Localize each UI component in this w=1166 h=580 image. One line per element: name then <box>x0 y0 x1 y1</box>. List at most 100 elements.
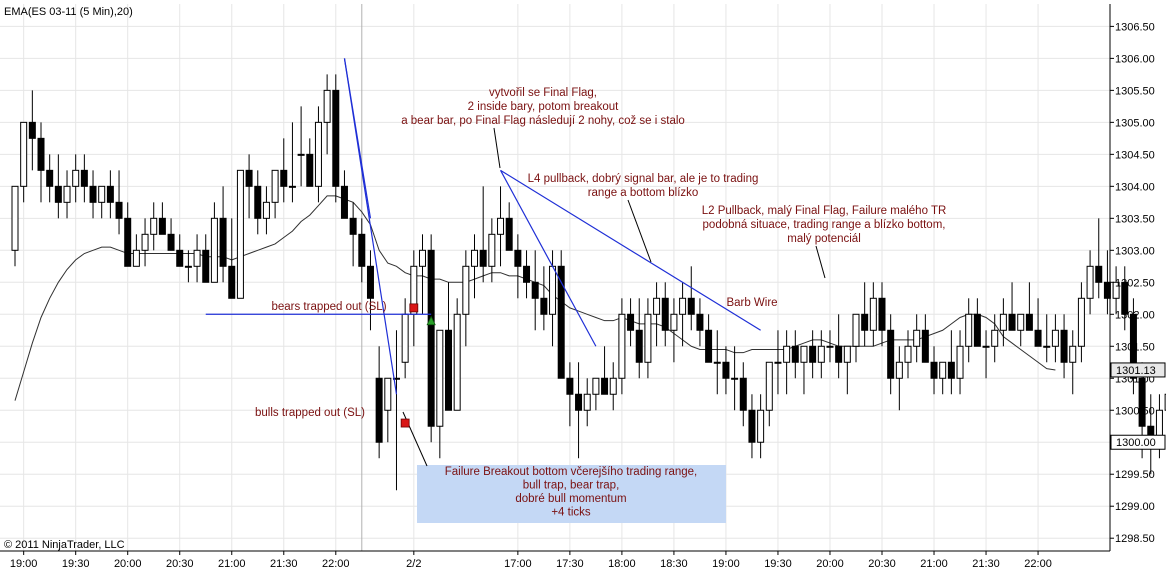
candle-body <box>418 249 426 267</box>
last-price-tag-text: 1300.00 <box>1116 437 1156 449</box>
candle <box>167 218 175 251</box>
candle-body <box>479 249 487 267</box>
candle-body <box>427 249 435 427</box>
candle <box>11 185 19 267</box>
candle <box>340 170 348 219</box>
candle-body <box>453 313 461 411</box>
x-tick-label: 19:30 <box>764 558 792 570</box>
candle <box>1129 298 1137 395</box>
candle <box>1121 266 1129 331</box>
candle-body <box>184 265 192 268</box>
candle-body <box>705 329 713 363</box>
y-tick-label: 1306.00 <box>1115 53 1155 65</box>
candle <box>523 250 531 299</box>
candle <box>679 282 687 347</box>
candle <box>288 122 296 203</box>
candle-body <box>349 217 357 235</box>
candle <box>89 170 97 219</box>
candle <box>999 298 1007 347</box>
candle-body <box>618 313 626 379</box>
candle-body <box>549 265 557 315</box>
failure-breakout-box <box>417 465 726 523</box>
candle-body <box>37 137 45 171</box>
failure-breakout-text: Failure Breakout bottom včerejšího tradi… <box>445 466 698 478</box>
candle <box>28 90 36 171</box>
candle <box>418 234 426 315</box>
candle-body <box>835 345 843 363</box>
candle-body <box>956 345 964 379</box>
candle-body <box>947 361 955 379</box>
annotation-pointer <box>493 127 501 169</box>
candle-body <box>930 361 938 379</box>
candle <box>80 154 88 203</box>
candle <box>835 314 843 379</box>
candle <box>1025 282 1033 331</box>
y-tick-label: 1304.50 <box>1115 149 1155 161</box>
candle-body <box>176 249 184 267</box>
candle-body <box>358 233 366 267</box>
candle-body <box>132 249 140 267</box>
x-tick-label: 21:00 <box>920 558 948 570</box>
x-tick-label: 18:00 <box>608 558 636 570</box>
candle-body <box>800 345 808 363</box>
y-tick-label: 1303.00 <box>1115 245 1155 257</box>
y-tick-label: 1301.50 <box>1115 341 1155 353</box>
candle-body <box>965 313 973 347</box>
candle-body <box>46 169 54 187</box>
candle <box>1008 282 1016 331</box>
candle <box>427 234 435 443</box>
candle-body <box>210 217 218 283</box>
candle-body <box>54 185 62 203</box>
candle-body <box>280 169 288 187</box>
candle <box>37 122 45 203</box>
candle <box>783 330 791 395</box>
candle-body <box>332 89 340 187</box>
candle-body <box>609 377 617 395</box>
candle-body <box>739 377 747 411</box>
candle-body <box>748 409 756 443</box>
candle <box>618 298 626 395</box>
candle <box>540 266 548 331</box>
candle <box>1043 314 1051 363</box>
copyright-label: © 2011 NinjaTrader, LLC <box>4 539 125 551</box>
candle-body <box>696 313 704 331</box>
candle-body <box>236 169 244 299</box>
candle <box>158 202 166 235</box>
marker-layer <box>400 303 436 428</box>
candle-body <box>982 345 990 348</box>
candle <box>479 186 487 283</box>
candle <box>627 298 635 347</box>
candle-body <box>89 185 97 203</box>
failure-breakout-text: dobré bull momentum <box>515 493 626 505</box>
candle <box>471 234 479 299</box>
candle-body <box>193 249 201 267</box>
y-tick-label: 1299.50 <box>1115 469 1155 481</box>
candle <box>63 170 71 219</box>
candle-body <box>757 409 765 443</box>
annotation-final-flag: a bear bar, po Final Flag následují 2 no… <box>401 115 685 127</box>
candle <box>106 170 114 219</box>
last-price-tag: 1300.00 <box>1110 434 1166 450</box>
candle-body <box>635 329 643 363</box>
candle <box>947 330 955 395</box>
candle <box>965 298 973 363</box>
candle <box>705 314 713 363</box>
candle-body <box>679 297 687 315</box>
candle-body <box>1043 345 1051 348</box>
candle-body <box>1112 281 1120 299</box>
candle <box>462 250 470 347</box>
candle <box>323 74 331 155</box>
candle-body <box>245 169 253 187</box>
candle-body <box>1069 345 1077 363</box>
candle <box>557 250 565 379</box>
failure-breakout-text: +4 ticks <box>551 507 591 519</box>
candle-body <box>921 329 929 363</box>
candle-body <box>653 297 661 315</box>
candle <box>809 330 817 379</box>
x-tick-label: 17:30 <box>556 558 584 570</box>
candle-body <box>150 217 158 235</box>
candle <box>1086 250 1094 315</box>
candle <box>895 346 903 411</box>
candle <box>72 154 80 203</box>
candle-body <box>80 169 88 187</box>
